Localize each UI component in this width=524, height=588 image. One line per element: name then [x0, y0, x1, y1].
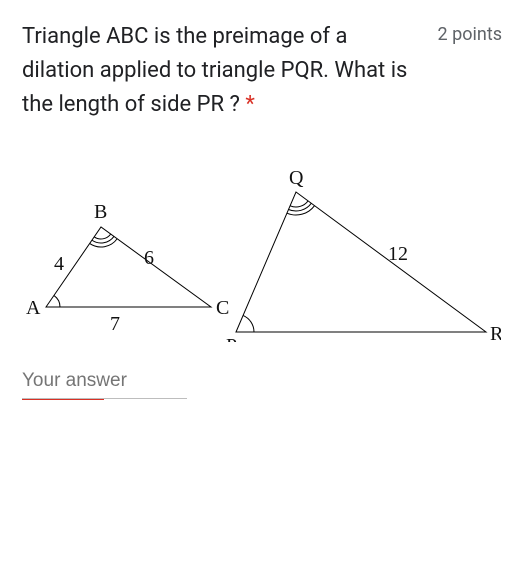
points-label: 2 points [438, 24, 502, 45]
question-text: Triangle ABC is the preimage of a dilati… [22, 20, 422, 122]
geometry-svg: A B C 4 6 7 P Q R 12 [16, 152, 501, 342]
question-card: Triangle ABC is the preimage of a dilati… [0, 0, 524, 420]
svg-text:P: P [226, 335, 237, 342]
svg-text:Q: Q [289, 167, 304, 189]
svg-text:C: C [216, 297, 229, 319]
required-marker: * [245, 92, 254, 117]
svg-text:R: R [490, 323, 501, 342]
svg-text:7: 7 [110, 313, 120, 335]
question-body: Triangle ABC is the preimage of a dilati… [22, 24, 407, 117]
diagram: A B C 4 6 7 P Q R 12 [16, 152, 502, 346]
svg-text:A: A [26, 297, 41, 319]
svg-text:12: 12 [388, 243, 408, 265]
svg-text:4: 4 [54, 253, 64, 275]
svg-text:6: 6 [144, 247, 154, 269]
answer-input[interactable] [22, 366, 187, 399]
svg-text:B: B [94, 201, 107, 223]
answer-block [22, 366, 187, 400]
question-row: Triangle ABC is the preimage of a dilati… [22, 20, 502, 122]
